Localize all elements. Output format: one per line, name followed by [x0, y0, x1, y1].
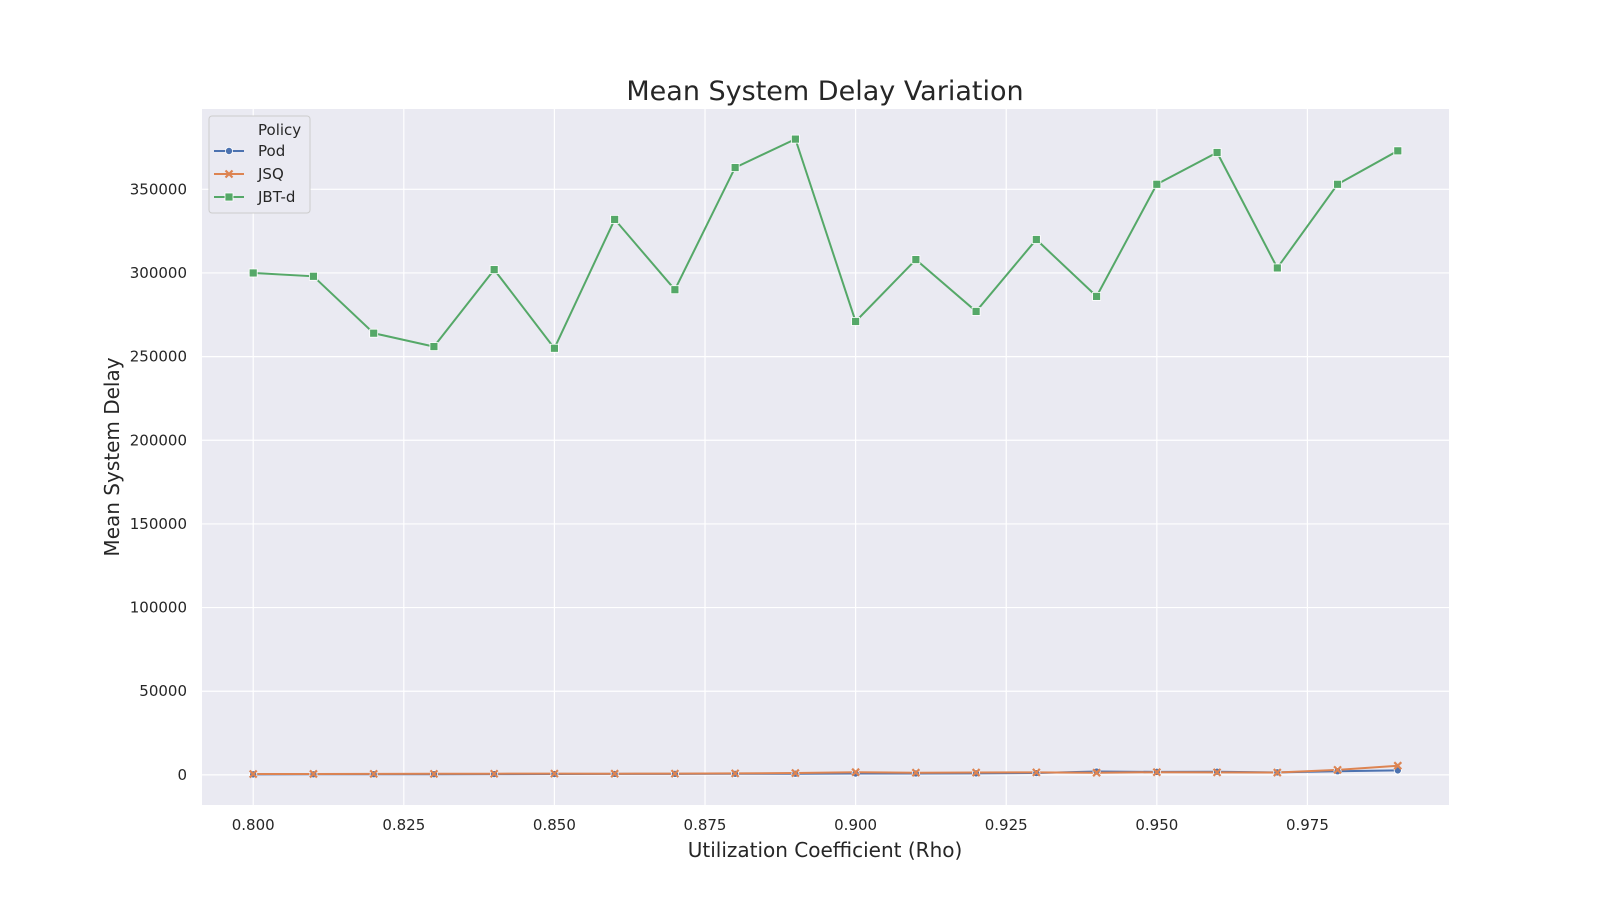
legend: Policy Pod JSQ JBT-d	[208, 115, 311, 214]
data-point-jbt-d	[610, 215, 620, 224]
y-tick-label: 250000	[130, 348, 187, 366]
legend-label: Pod	[258, 142, 285, 160]
chart-title: Mean System Delay Variation	[626, 76, 1023, 107]
y-tick-label: 100000	[130, 599, 187, 617]
data-point-jsq	[610, 769, 619, 778]
data-point-jbt-d	[1152, 179, 1162, 189]
data-point-jbt-d	[1031, 235, 1041, 244]
y-tick-label: 0	[177, 766, 187, 784]
legend-swatch-marker	[224, 146, 233, 155]
data-point-jsq	[1032, 768, 1041, 777]
y-tick-label: 50000	[139, 682, 187, 700]
data-point-jsq	[730, 769, 740, 778]
data-point-jbt-d	[309, 271, 318, 281]
y-axis-label: Mean System Delay	[100, 357, 124, 556]
data-point-jbt-d	[911, 255, 921, 264]
y-tick-label: 150000	[130, 515, 187, 533]
data-point-jbt-d	[1393, 146, 1403, 156]
data-point-jsq	[550, 769, 559, 778]
x-axis-label: Utilization Coefficient (Rho)	[688, 838, 963, 862]
y-tick-label: 300000	[130, 264, 187, 282]
x-tick-label: 0.975	[1286, 816, 1329, 834]
legend-label: JBT-d	[257, 188, 295, 206]
data-point-jsq	[1393, 761, 1403, 770]
data-point-jsq	[1212, 768, 1222, 777]
x-tick-label: 0.875	[684, 816, 727, 834]
data-point-jsq	[1092, 768, 1101, 777]
data-point-jsq	[489, 769, 499, 779]
data-point-jsq	[791, 768, 800, 778]
data-point-jsq	[1152, 767, 1162, 777]
x-tick-label: 0.925	[985, 816, 1028, 834]
legend-swatch-marker	[224, 192, 234, 202]
legend-entries: Pod JSQ JBT-d	[214, 142, 295, 206]
data-point-jbt-d	[1333, 179, 1342, 189]
data-point-jbt-d	[1272, 263, 1282, 273]
legend-title: Policy	[258, 121, 301, 139]
data-point-jbt-d	[489, 265, 499, 275]
data-point-jsq	[911, 768, 921, 777]
x-tick-label: 0.850	[533, 816, 576, 834]
data-point-jsq	[670, 769, 680, 778]
series-line-jbt-d	[253, 137, 1399, 351]
series-line-jsq	[253, 764, 1398, 775]
data-point-jsq	[369, 769, 378, 779]
data-point-jbt-d	[790, 134, 800, 144]
data-point-jsq	[248, 769, 258, 779]
data-point-jsq	[1273, 768, 1282, 777]
data-point-jbt-d	[730, 163, 740, 172]
plot-background	[202, 109, 1449, 805]
data-point-jbt-d	[851, 317, 861, 326]
x-tick-label: 0.800	[232, 816, 275, 834]
data-point-jbt-d	[248, 268, 258, 278]
series-lines	[253, 137, 1399, 776]
data-point-jsq	[851, 767, 860, 777]
data-point-jbt-d	[369, 328, 379, 338]
data-point-jbt-d	[550, 343, 559, 353]
legend-box	[208, 115, 311, 214]
legend-label: JSQ	[257, 165, 284, 183]
data-point-jbt-d	[429, 342, 439, 351]
data-point-jsq	[309, 769, 318, 779]
data-point-jbt-d	[1092, 291, 1101, 301]
series-markers	[248, 134, 1403, 779]
y-tick-labels: 0 50000 100000 150000 200000 250000 300000 3500…	[130, 180, 187, 784]
legend-swatch-marker	[224, 169, 234, 179]
data-point-jbt-d	[1212, 148, 1222, 157]
x-tick-label: 0.825	[382, 816, 425, 834]
grid-lines	[202, 109, 1449, 805]
data-point-jbt-d	[670, 285, 680, 295]
x-tick-label: 0.950	[1135, 816, 1178, 834]
data-point-jbt-d	[971, 307, 981, 316]
y-tick-label: 350000	[130, 180, 187, 198]
x-tick-labels: 0.800 0.825 0.850 0.875 0.900 0.925 0.950 0.975	[232, 816, 1329, 834]
y-tick-label: 200000	[130, 431, 187, 449]
data-point-jsq	[971, 768, 981, 777]
data-point-jsq	[429, 769, 439, 779]
x-tick-label: 0.900	[834, 816, 877, 834]
data-point-jsq	[1333, 765, 1342, 775]
